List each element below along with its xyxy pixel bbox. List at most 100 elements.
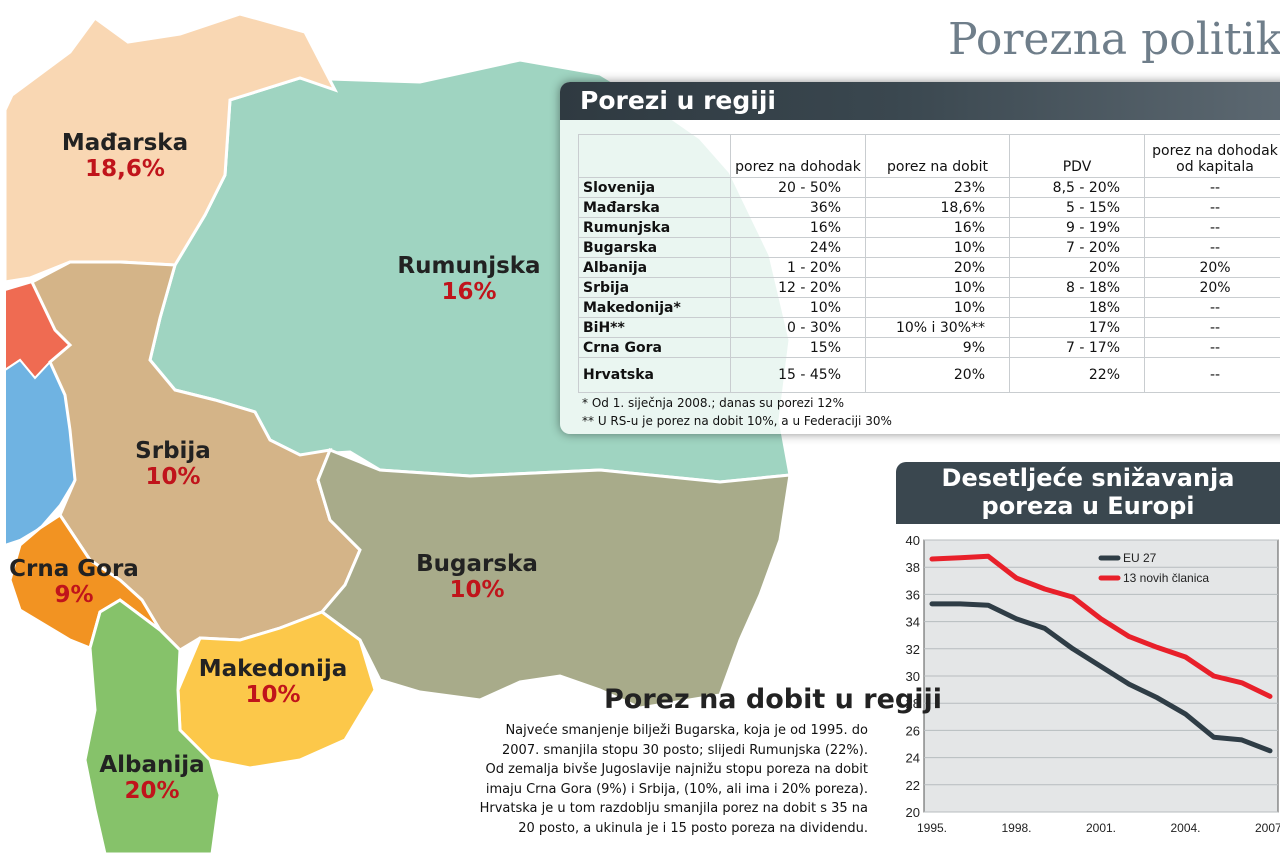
table-cell: 0 - 30% — [731, 318, 866, 338]
y-tick-label: 26 — [906, 723, 920, 738]
table-cell: 20% — [866, 358, 1010, 393]
table-cell: 9% — [866, 338, 1010, 358]
y-tick-label: 36 — [906, 587, 920, 602]
table-cell: -- — [1145, 178, 1280, 198]
table-cell-country: Bugarska — [579, 238, 731, 258]
y-tick-label: 32 — [906, 642, 920, 657]
table-row: Bugarska 24% 10% 7 - 20% -- — [579, 238, 1280, 258]
column-header: PDV — [1010, 135, 1145, 178]
table-cell-country: Makedonija* — [579, 298, 731, 318]
table-cell: 10% — [866, 298, 1010, 318]
article-line: 2007. smanjila stopu 30 posto; slijedi R… — [472, 741, 868, 761]
table-cell-country: BiH** — [579, 318, 731, 338]
table-cell: 20% — [1010, 258, 1145, 278]
y-tick-label: 20 — [906, 805, 920, 820]
table-row: Albanija 1 - 20% 20% 20% 20% — [579, 258, 1280, 278]
table-row: Hrvatska 15 - 45% 20% 22% -- — [579, 358, 1280, 393]
y-tick-label: 34 — [906, 615, 920, 630]
table-cell: -- — [1145, 298, 1280, 318]
region-rate: 9% — [6, 582, 142, 608]
page-title: Porezna politika — [948, 14, 1280, 65]
table-cell: 20% — [866, 258, 1010, 278]
label-serbia: Srbija 10% — [98, 438, 248, 491]
table-cell-country: Albanija — [579, 258, 731, 278]
table-cell: 10% — [866, 278, 1010, 298]
region-rate: 10% — [98, 464, 248, 490]
label-romania: Rumunjska 16% — [394, 253, 544, 306]
y-tick-label: 22 — [906, 778, 920, 793]
column-header: porez na dobit — [866, 135, 1010, 178]
region-name: Srbija — [135, 438, 211, 464]
table-cell: -- — [1145, 218, 1280, 238]
y-tick-label: 40 — [906, 533, 920, 548]
table-cell: 15 - 45% — [731, 358, 866, 393]
y-tick-label: 24 — [906, 751, 920, 766]
column-header: porez na dohodak od kapitala — [1145, 135, 1280, 178]
table-cell-country: Srbija — [579, 278, 731, 298]
region-rate: 10% — [193, 682, 353, 708]
table-cell-country: Mađarska — [579, 198, 731, 218]
tax-trend-chart: Desetljeće snižavanja poreza u Europi 20… — [896, 462, 1280, 862]
label-montenegro: Crna Gora 9% — [6, 556, 142, 609]
table-cell: 12 - 20% — [731, 278, 866, 298]
table-cell: -- — [1145, 338, 1280, 358]
article-line: Najveće smanjenje bilježi Bugarska, koja… — [472, 721, 868, 741]
table-cell-country: Crna Gora — [579, 338, 731, 358]
table-cell: 22% — [1010, 358, 1145, 393]
table-cell: 15% — [731, 338, 866, 358]
column-header: porez na dohodak — [731, 135, 866, 178]
table-row: Srbija 12 - 20% 10% 8 - 18% 20% — [579, 278, 1280, 298]
tax-table-header: Porezi u regiji — [560, 82, 1280, 120]
article-title: Porez na dobit u regiji — [604, 684, 942, 715]
table-cell: 23% — [866, 178, 1010, 198]
region-rate: 18,6% — [50, 156, 200, 182]
table-cell: 9 - 19% — [1010, 218, 1145, 238]
region-name: Mađarska — [62, 130, 188, 156]
label-macedonia: Makedonija 10% — [193, 656, 353, 709]
table-cell: 20% — [1145, 278, 1280, 298]
table-cell: 16% — [866, 218, 1010, 238]
chart-plot: 20222426283032343638401995.1998.2001.200… — [896, 462, 1280, 862]
article-line: Od zemalja bivše Jugoslavije najnižu sto… — [472, 760, 868, 780]
region-rate: 10% — [402, 577, 552, 603]
region-name: Crna Gora — [9, 556, 139, 582]
table-row: Slovenija 20 - 50% 23% 8,5 - 20% -- — [579, 178, 1280, 198]
region-name: Makedonija — [199, 656, 348, 682]
table-footnote: ** U RS-u je porez na dobit 10%, a u Fed… — [582, 414, 892, 428]
table-cell-country: Hrvatska — [579, 358, 731, 393]
table-header-row: porez na dohodak porez na dobit PDV pore… — [579, 135, 1280, 178]
table-row: Rumunjska 16% 16% 9 - 19% -- — [579, 218, 1280, 238]
table-row: Makedonija* 10% 10% 18% -- — [579, 298, 1280, 318]
table-cell: 20% — [1145, 258, 1280, 278]
table-cell: 8,5 - 20% — [1010, 178, 1145, 198]
table-cell-country: Slovenija — [579, 178, 731, 198]
table-cell: -- — [1145, 358, 1280, 393]
table-cell: 10% i 30%** — [866, 318, 1010, 338]
table-footnote: * Od 1. siječnja 2008.; danas su porezi … — [582, 396, 844, 410]
tax-table: porez na dohodak porez na dobit PDV pore… — [578, 134, 1280, 393]
article-body: Najveće smanjenje bilježi Bugarska, koja… — [472, 721, 868, 838]
table-cell: 24% — [731, 238, 866, 258]
table-cell: 8 - 18% — [1010, 278, 1145, 298]
region-rate: 20% — [82, 778, 222, 804]
x-tick-label: 1995. — [917, 821, 947, 835]
region-name: Rumunjska — [397, 253, 540, 279]
region-bulgaria — [318, 450, 790, 708]
article-line: 20 posto, a ukinula je i 15 posto poreza… — [472, 819, 868, 839]
table-row: BiH** 0 - 30% 10% i 30%** 17% -- — [579, 318, 1280, 338]
table-cell-country: Rumunjska — [579, 218, 731, 238]
legend-label: 13 novih članica — [1123, 571, 1209, 585]
table-row: Mađarska 36% 18,6% 5 - 15% -- — [579, 198, 1280, 218]
x-tick-label: 2001. — [1086, 821, 1116, 835]
label-albania: Albanija 20% — [82, 752, 222, 805]
table-row: Crna Gora 15% 9% 7 - 17% -- — [579, 338, 1280, 358]
x-tick-label: 2004. — [1170, 821, 1200, 835]
table-cell: 7 - 20% — [1010, 238, 1145, 258]
x-tick-label: 1998. — [1001, 821, 1031, 835]
table-cell: 36% — [731, 198, 866, 218]
label-hungary: Mađarska 18,6% — [50, 130, 200, 183]
table-cell: 18% — [1010, 298, 1145, 318]
article-line: imaju Crna Gora (9%) i Srbija, (10%, ali… — [472, 780, 868, 800]
table-cell: 5 - 15% — [1010, 198, 1145, 218]
label-bulgaria: Bugarska 10% — [402, 551, 552, 604]
